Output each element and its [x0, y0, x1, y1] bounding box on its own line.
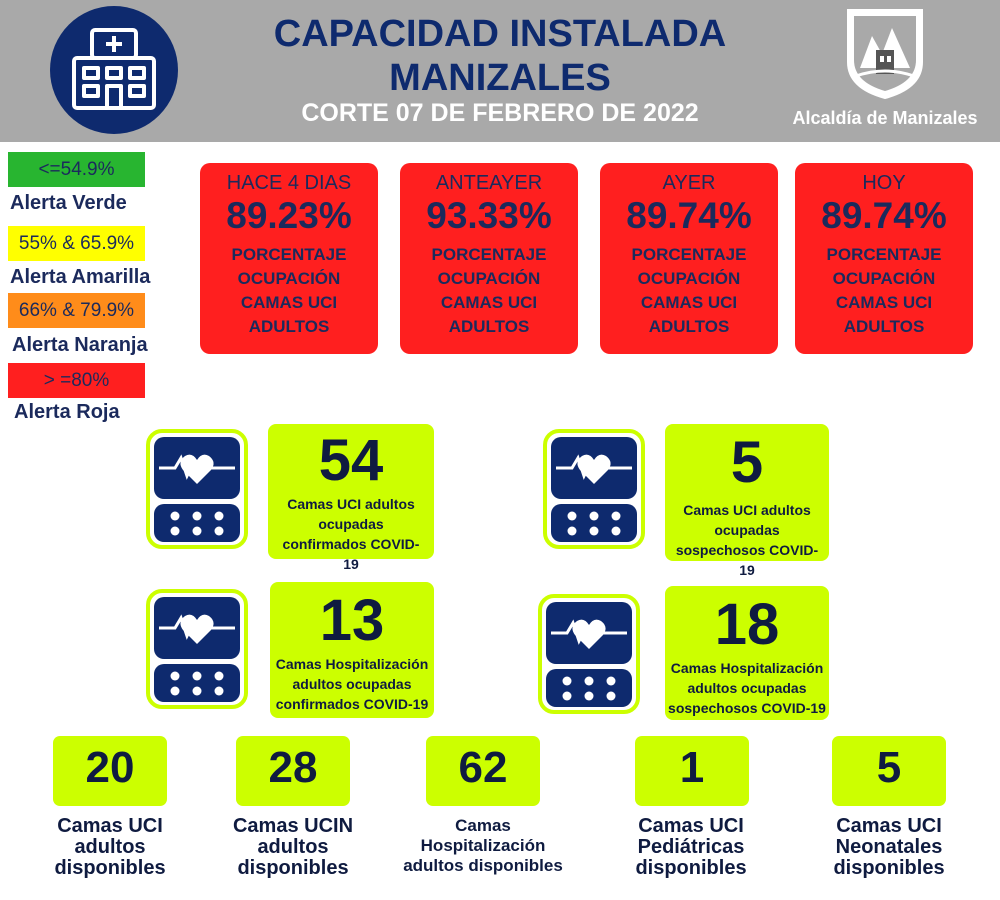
stat-card-hosp-confirmed: 13 Camas Hospitalización adultos ocupada…: [270, 582, 434, 718]
available-label-hosp-adults: Camas Hospitalización adultos disponible…: [403, 816, 563, 875]
occupancy-description: PORCENTAJE OCUPACIÓN CAMAS UCI ADULTOS: [826, 245, 942, 336]
hospital-icon: [72, 28, 156, 110]
occupancy-period: AYER: [662, 172, 716, 194]
available-label-ucin-adults: Camas UCIN adultos disponibles: [232, 815, 354, 879]
occupancy-card-yesterday: AYER 89.74% PORCENTAJE OCUPACIÓN CAMAS U…: [600, 163, 778, 354]
available-label-uci-adults: Camas UCI adultos disponibles: [54, 815, 166, 879]
available-value-uci-neonatal: 5: [832, 736, 946, 806]
stat-value: 5: [730, 430, 764, 495]
occupancy-card-today: HOY 89.74% PORCENTAJE OCUPACIÓN CAMAS UC…: [795, 163, 973, 354]
occupancy-description: PORCENTAJE OCUPACIÓN CAMAS UCI ADULTOS: [631, 245, 747, 336]
entity-name: Alcaldía de Manizales: [792, 108, 978, 128]
title-line-2: MANIZALES: [389, 57, 611, 99]
available-value-hosp-adults: 62: [426, 736, 540, 806]
available-value-ucin-adults: 28: [236, 736, 350, 806]
stat-description: Camas UCI adultos ocupadas confirmados C…: [282, 496, 420, 572]
coat-of-arms-icon: [847, 9, 923, 100]
stat-value: 18: [714, 592, 780, 657]
occupancy-description: PORCENTAJE OCUPACIÓN CAMAS UCI ADULTOS: [431, 245, 547, 336]
stat-card-uci-suspected: 5 Camas UCI adultos ocupadas sospechosos…: [665, 424, 829, 578]
available-label-uci-neonatal: Camas UCI Neonatales disponibles: [833, 815, 945, 879]
stat-value: 13: [319, 588, 385, 653]
legend-orange-range: 66% & 79.9%: [8, 293, 145, 328]
occupancy-value: 89.23%: [226, 195, 352, 236]
hospital-logo: [50, 6, 178, 134]
occupancy-period: ANTEAYER: [435, 172, 543, 194]
legend-yellow-label: Alerta Amarilla: [10, 266, 151, 288]
available-value-uci-pediatric: 1: [635, 736, 749, 806]
heart-monitor-icon: [543, 429, 645, 549]
legend-green-label: Alerta Verde: [10, 192, 127, 214]
heart-monitor-icon: [538, 594, 640, 714]
occupancy-period: HOY: [862, 172, 906, 194]
available-label-uci-pediatric: Camas UCI Pediátricas disponibles: [635, 815, 747, 879]
heart-monitor-icon: [146, 429, 248, 549]
stat-description: Camas Hospitalización adultos ocupadas c…: [275, 656, 429, 712]
heart-monitor-icon: [146, 589, 248, 709]
occupancy-description: PORCENTAJE OCUPACIÓN CAMAS UCI ADULTOS: [231, 245, 347, 336]
occupancy-value: 89.74%: [626, 195, 752, 236]
title-line-1: CAPACIDAD INSTALADA: [273, 13, 727, 55]
legend-green-range: <=54.9%: [8, 152, 145, 187]
occupancy-value: 93.33%: [426, 195, 552, 236]
stat-description: Camas UCI adultos ocupadas sospechosos C…: [675, 502, 819, 578]
occupancy-card-4-days-ago: HACE 4 DIAS 89.23% PORCENTAJE OCUPACIÓN …: [200, 163, 378, 354]
occupancy-period: HACE 4 DIAS: [226, 172, 352, 194]
header: CAPACIDAD INSTALADA MANIZALES CORTE 07 D…: [0, 0, 1000, 142]
occupancy-value: 89.74%: [821, 195, 947, 236]
stat-value: 54: [318, 428, 384, 493]
occupancy-card-day-before-yesterday: ANTEAYER 93.33% PORCENTAJE OCUPACIÓN CAM…: [400, 163, 578, 354]
legend-yellow-range: 55% & 65.9%: [8, 226, 145, 261]
legend-orange-label: Alerta Naranja: [12, 334, 148, 356]
legend-red-range: > =80%: [8, 363, 145, 398]
stat-card-hosp-suspected: 18 Camas Hospitalización adultos ocupada…: [665, 586, 829, 720]
stat-card-uci-confirmed: 54 Camas UCI adultos ocupadas confirmado…: [268, 424, 434, 572]
available-value-uci-adults: 20: [53, 736, 167, 806]
stat-description: Camas Hospitalización adultos ocupadas s…: [668, 660, 826, 716]
legend-red-label: Alerta Roja: [14, 401, 120, 423]
date-line: CORTE 07 DE FEBRERO DE 2022: [301, 99, 699, 127]
